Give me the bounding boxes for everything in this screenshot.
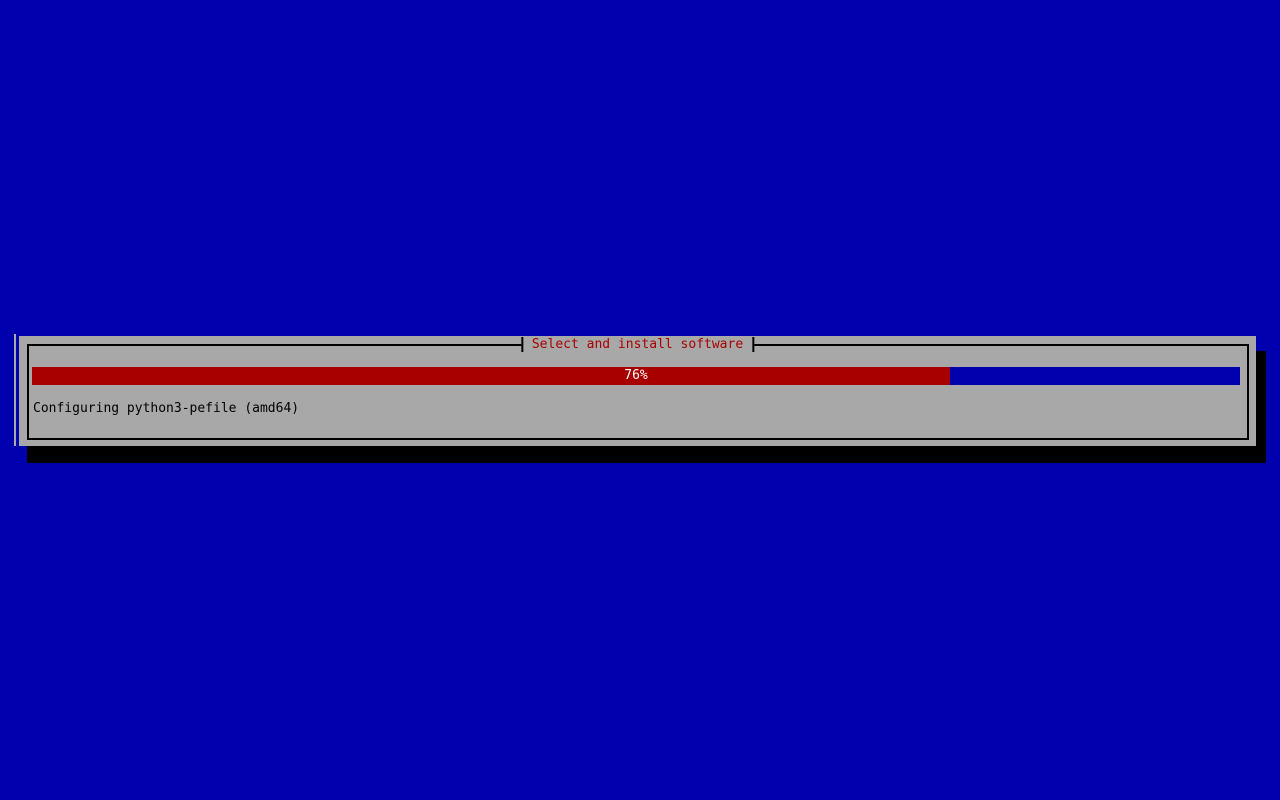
progress-bar-fill xyxy=(32,367,951,385)
install-progress-dialog: Select and install software 76% Configur… xyxy=(19,336,1256,446)
dialog-title: Select and install software xyxy=(520,337,755,352)
progress-bar: 76% xyxy=(32,367,1240,385)
background-dialog-edge xyxy=(14,334,16,446)
status-text: Configuring python3-pefile (amd64) xyxy=(33,401,300,416)
progress-percent-label: 76% xyxy=(624,368,648,383)
dialog-border xyxy=(27,344,1249,440)
